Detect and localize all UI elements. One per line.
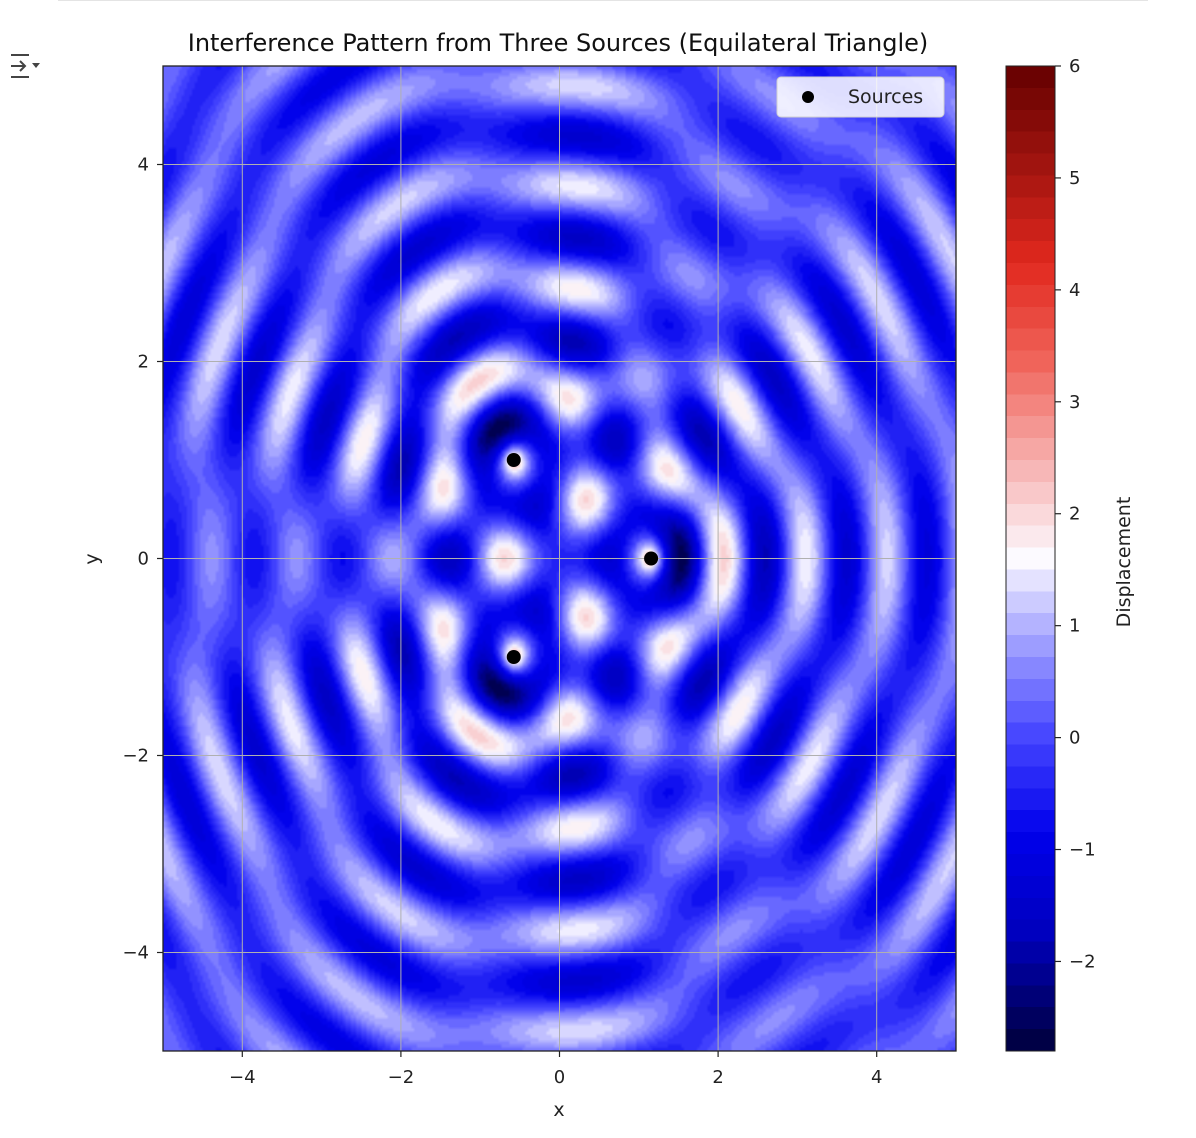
legend-marker — [802, 91, 814, 103]
colorbar-tick-label: −1 — [1069, 840, 1096, 861]
source-point — [644, 551, 659, 566]
plot-area — [162, 65, 957, 1052]
source-point — [506, 650, 521, 664]
y-axis: −4 −2 0 2 4 — [122, 155, 163, 964]
x-tick-label: −2 — [388, 1067, 415, 1088]
output-toggle-button[interactable] — [8, 50, 42, 82]
colorbar-tick-label: 2 — [1069, 504, 1080, 525]
chart-title: Interference Pattern from Three Sources … — [188, 29, 929, 57]
colorbar-tick-label: 4 — [1069, 280, 1080, 301]
source-point — [506, 453, 521, 467]
legend-entry-sources: Sources — [848, 86, 923, 108]
source-points — [506, 453, 659, 664]
x-tick-label: −4 — [229, 1067, 256, 1088]
grid-lines — [163, 66, 956, 1051]
y-tick-label: 2 — [138, 352, 149, 373]
x-axis: −4 −2 0 2 4 — [229, 1051, 882, 1088]
colorbar: −2 −1 0 1 2 3 4 5 6 Displacement — [1005, 56, 1135, 1052]
y-tick-label: −4 — [122, 943, 149, 964]
x-axis-label: x — [553, 1099, 564, 1121]
output-collapse-icon — [11, 54, 40, 78]
x-tick-label: 2 — [712, 1067, 723, 1088]
colorbar-tick-label: −2 — [1069, 951, 1096, 972]
y-tick-label: −2 — [122, 746, 149, 767]
y-axis-label: y — [81, 553, 103, 564]
legend: Sources — [776, 76, 945, 118]
colorbar-tick-label: 6 — [1069, 56, 1080, 77]
x-tick-label: 4 — [871, 1067, 882, 1088]
colorbar-tick-label: 3 — [1069, 392, 1080, 413]
colorbar-tick-label: 1 — [1069, 616, 1080, 637]
colorbar-tick-label: 5 — [1069, 168, 1080, 189]
colorbar-gradient — [1005, 65, 1056, 1052]
x-tick-label: 0 — [554, 1067, 565, 1088]
cell-top-divider — [58, 0, 1148, 1]
y-tick-label: 0 — [138, 549, 149, 570]
colorbar-label: Displacement — [1113, 497, 1135, 628]
legend-box — [776, 76, 945, 118]
colorbar-tick-label: 0 — [1069, 728, 1080, 749]
colorbar-ticks: −2 −1 0 1 2 3 4 5 6 — [1055, 56, 1096, 972]
y-tick-label: 4 — [138, 155, 149, 176]
